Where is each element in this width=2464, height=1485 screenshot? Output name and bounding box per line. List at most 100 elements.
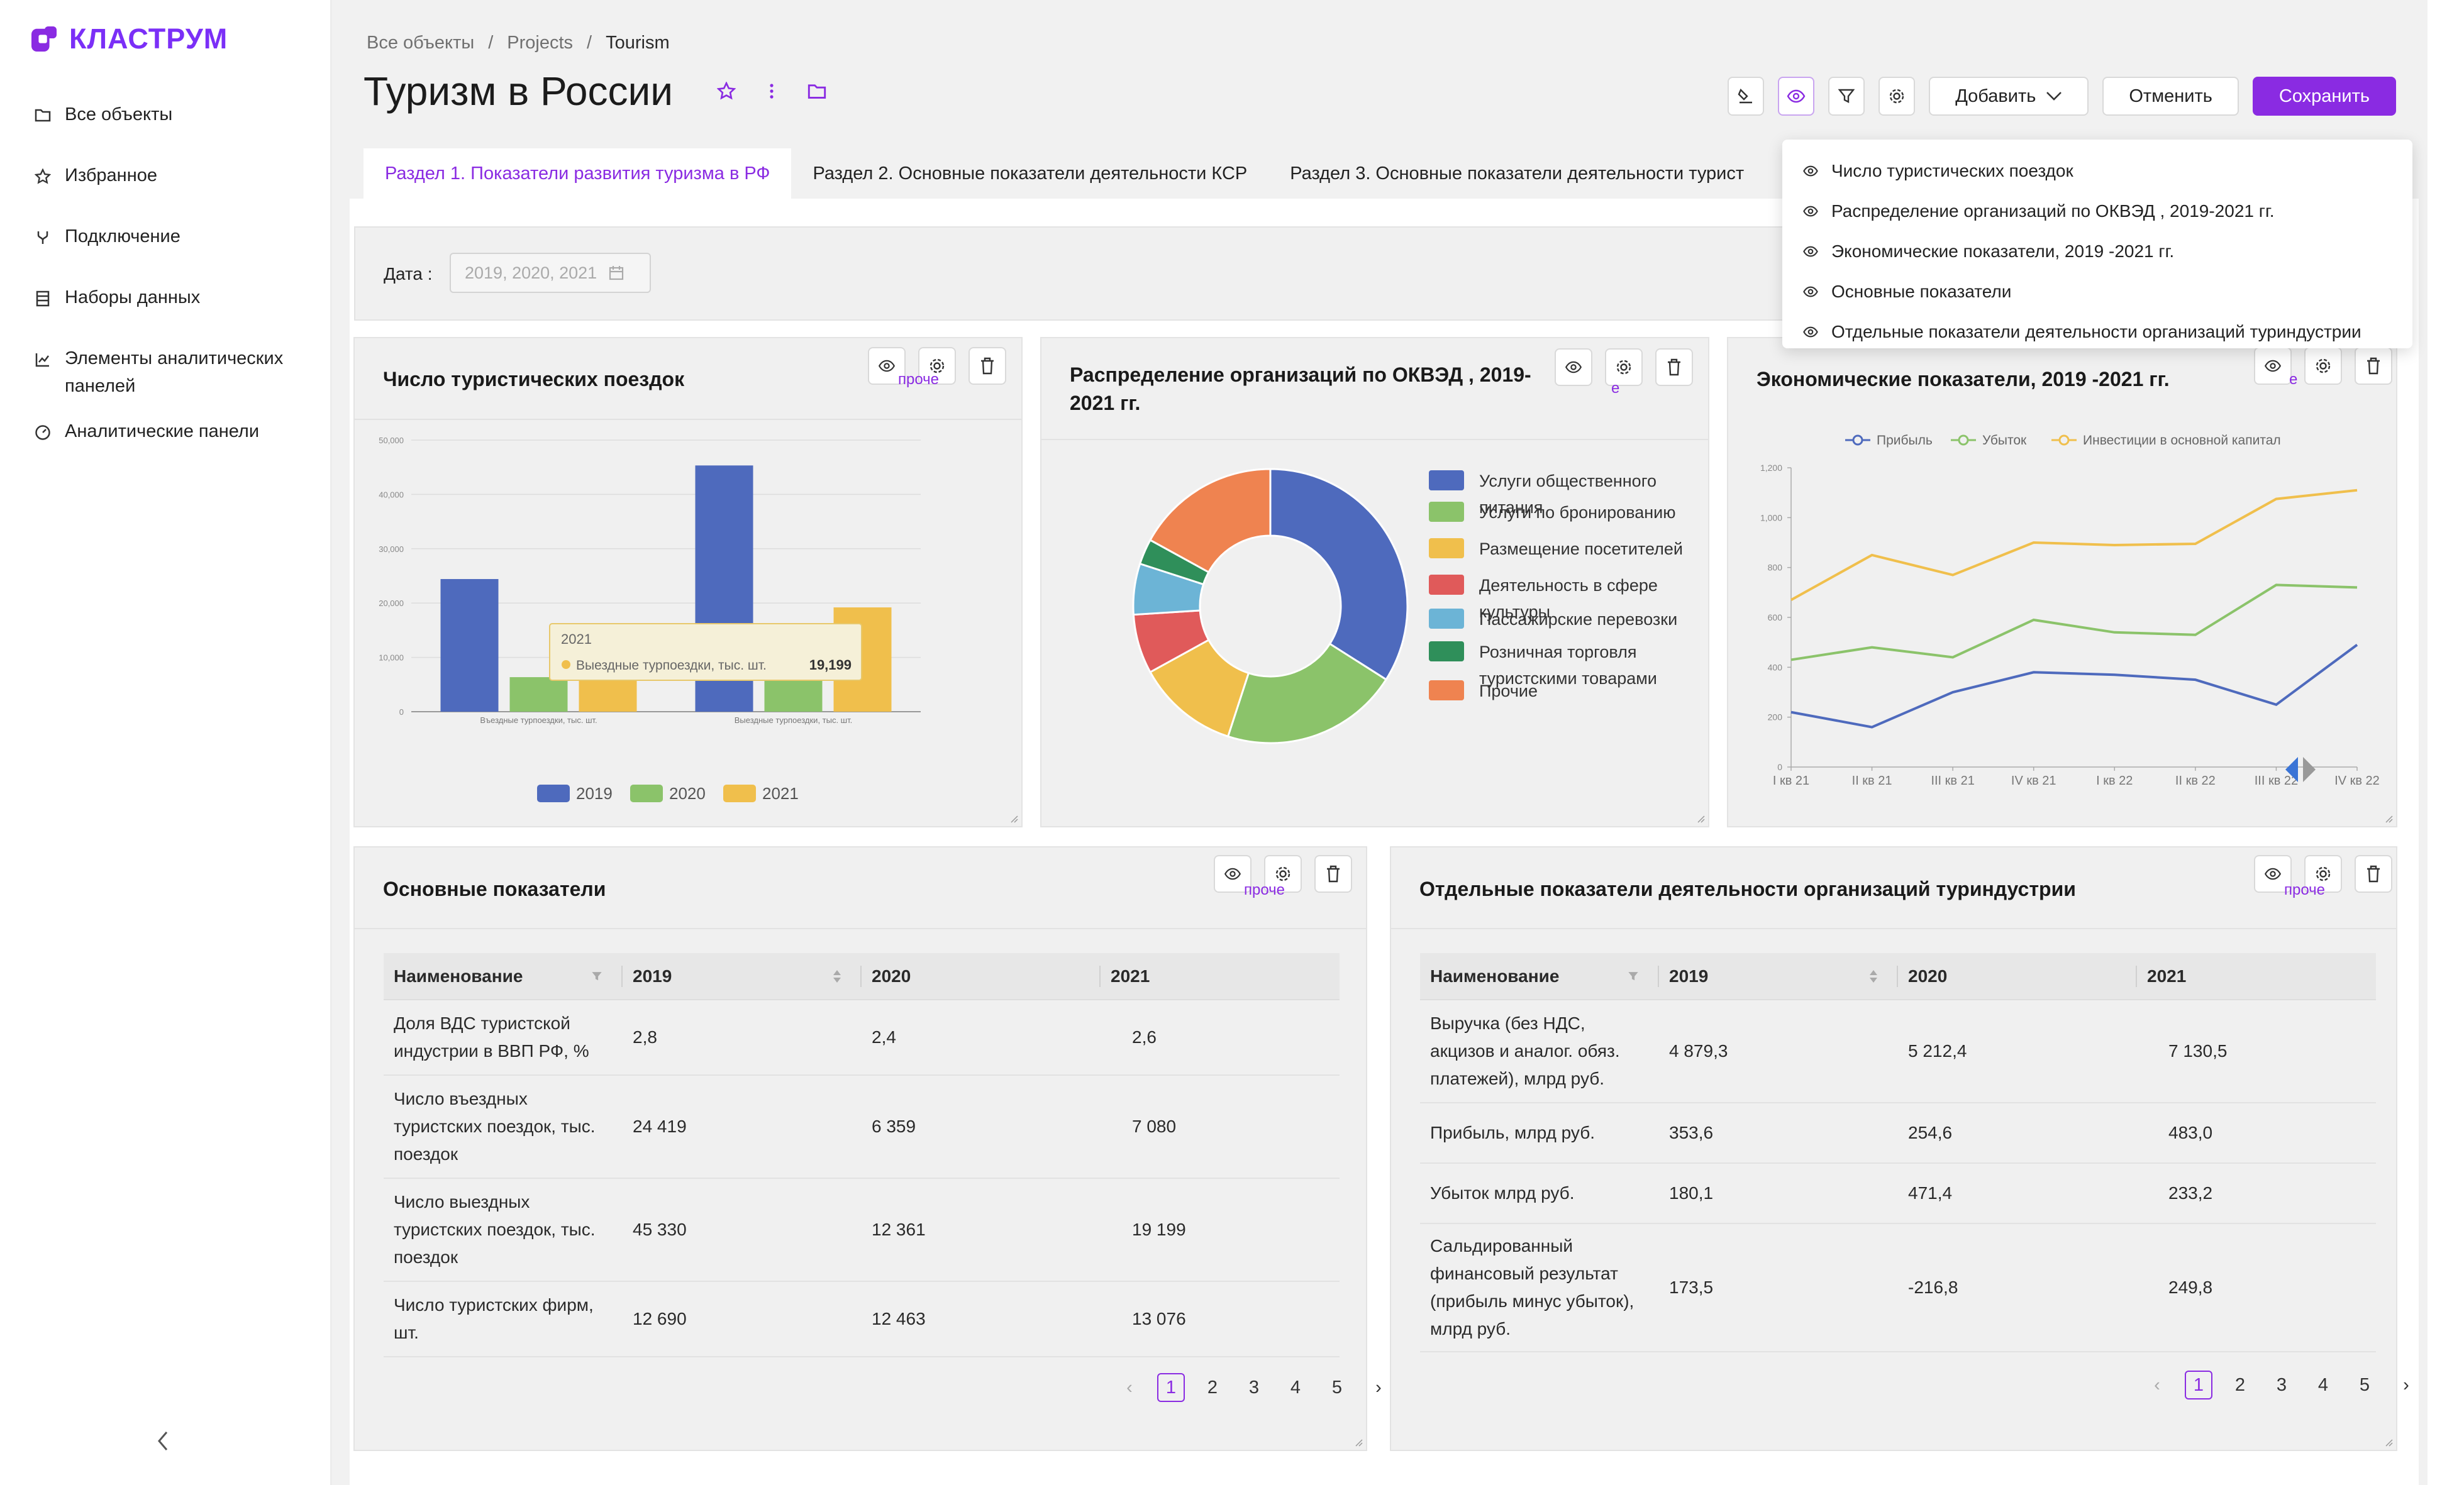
clear-style-button[interactable] bbox=[1728, 77, 1765, 116]
column-header-2021[interactable]: 2021 bbox=[1101, 953, 1340, 1000]
panel-visibility-button[interactable] bbox=[2254, 347, 2292, 385]
filter-button[interactable] bbox=[1828, 77, 1865, 116]
column-header-2019[interactable]: 2019 bbox=[1659, 953, 1898, 1000]
table-row[interactable]: Число въездных туристских поездок, тыс. … bbox=[384, 1075, 1340, 1179]
panel-delete-button[interactable] bbox=[2355, 855, 2392, 893]
panel-delete-button[interactable] bbox=[2355, 347, 2392, 385]
pagination-page-1[interactable]: 1 bbox=[1157, 1373, 1185, 1402]
panel-settings-button[interactable] bbox=[1264, 855, 1302, 893]
pagination-page-4[interactable]: 4 bbox=[1290, 1377, 1301, 1398]
pagination-page-3[interactable]: 3 bbox=[1248, 1377, 1260, 1398]
scroll-left-icon[interactable] bbox=[2284, 756, 2299, 783]
column-header-2020[interactable]: 2020 bbox=[862, 953, 1101, 1000]
dropdown-item[interactable]: Основные показатели bbox=[1782, 272, 2412, 312]
panel-delete-button[interactable] bbox=[1314, 855, 1352, 893]
visibility-button[interactable] bbox=[1778, 77, 1815, 116]
panel-visibility-button[interactable] bbox=[2254, 855, 2292, 893]
dropdown-item[interactable]: Экономические показатели, 2019 -2021 гг. bbox=[1782, 231, 2412, 272]
date-filter-input[interactable]: 2019, 2020, 2021 bbox=[450, 253, 651, 293]
breadcrumb-projects[interactable]: Projects bbox=[507, 33, 574, 53]
save-button[interactable]: Сохранить bbox=[2252, 77, 2396, 116]
logo[interactable]: КЛАСТРУМ bbox=[31, 23, 228, 55]
table-cell-name: Сальдированный финансовый результат (при… bbox=[1420, 1223, 1659, 1352]
tooltip-year: 2021 bbox=[561, 631, 592, 647]
dropdown-item[interactable]: Распределение организаций по ОКВЭД , 201… bbox=[1782, 191, 2412, 231]
panel-settings-button[interactable] bbox=[2304, 347, 2342, 385]
pagination: ‹ 1 2 3 4 5 › bbox=[2143, 1371, 2420, 1399]
cancel-button[interactable]: Отменить bbox=[2102, 77, 2239, 116]
table-row[interactable]: Сальдированный финансовый результат (при… bbox=[1420, 1223, 2376, 1352]
y-tick-label: 0 bbox=[1777, 762, 1782, 772]
sidebar-item-dashboards[interactable]: Аналитические панели bbox=[35, 417, 330, 445]
resize-handle-icon[interactable] bbox=[1009, 814, 1019, 824]
tooltip-marker bbox=[562, 660, 570, 669]
sidebar-item-datasets[interactable]: Наборы данных bbox=[35, 284, 330, 311]
table-row[interactable]: Число туристских фирм, шт. 12 690 12 463 13… bbox=[384, 1281, 1340, 1357]
panel-visibility-button[interactable] bbox=[1555, 348, 1592, 386]
panel-visibility-button[interactable] bbox=[1214, 855, 1251, 893]
resize-handle-icon[interactable] bbox=[2384, 1437, 2394, 1447]
resize-handle-icon[interactable] bbox=[2384, 814, 2394, 824]
column-header-2019[interactable]: 2019 bbox=[623, 953, 862, 1000]
sort-icon[interactable] bbox=[1869, 969, 1878, 984]
favorite-star-icon[interactable] bbox=[717, 82, 736, 101]
dropdown-item[interactable]: Отдельные показатели деятельности органи… bbox=[1782, 312, 2412, 352]
table-cell-value: 249,8 bbox=[2137, 1223, 2376, 1352]
sidebar-item-favorites[interactable]: Избранное bbox=[35, 162, 330, 189]
pagination-page-5[interactable]: 5 bbox=[2359, 1374, 2370, 1395]
scroll-right-icon[interactable] bbox=[2302, 756, 2317, 783]
y-tick-label: 30,000 bbox=[379, 544, 404, 554]
resize-handle-icon[interactable] bbox=[1695, 814, 1706, 824]
table-row[interactable]: Число выездных туристских поездок, тыс. … bbox=[384, 1178, 1340, 1282]
legend-label: 2021 bbox=[762, 784, 799, 803]
panel-settings-button[interactable] bbox=[918, 347, 956, 385]
x-tick-label: I кв 22 bbox=[2096, 774, 2133, 788]
dropdown-item[interactable]: Число туристических поездок bbox=[1782, 151, 2412, 191]
y-tick-label: 600 bbox=[1768, 612, 1783, 622]
panel-delete-button[interactable] bbox=[1655, 348, 1693, 386]
tab-section-2[interactable]: Раздел 2. Основные показатели деятельнос… bbox=[813, 163, 1248, 184]
pagination-page-1[interactable]: 1 bbox=[2185, 1371, 2212, 1399]
add-button[interactable]: Добавить bbox=[1929, 77, 2089, 116]
filter-icon[interactable] bbox=[1628, 971, 1639, 982]
filter-icon[interactable] bbox=[591, 971, 602, 982]
panel-settings-button[interactable] bbox=[1605, 348, 1643, 386]
sidebar-item-connection[interactable]: Подключение bbox=[35, 223, 330, 250]
pagination-page-3[interactable]: 3 bbox=[2276, 1374, 2287, 1395]
panel-settings-button[interactable] bbox=[2304, 855, 2342, 893]
pagination-prev[interactable]: ‹ bbox=[1126, 1377, 1133, 1398]
column-header-name[interactable]: Наименование bbox=[384, 953, 623, 1000]
table-row[interactable]: Убыток млрд руб. 180,1 471,4 233,2 bbox=[1420, 1163, 2376, 1224]
table-row[interactable]: Выручка (без НДС, акцизов и аналог. обяз… bbox=[1420, 1000, 2376, 1103]
column-header-2021[interactable]: 2021 bbox=[2137, 953, 2376, 1000]
sidebar-item-all-objects[interactable]: Все объекты bbox=[35, 101, 330, 128]
panel-visibility-button[interactable] bbox=[868, 347, 906, 385]
settings-button[interactable] bbox=[1879, 77, 1916, 116]
pagination-page-4[interactable]: 4 bbox=[2317, 1374, 2329, 1395]
table-row[interactable]: Доля ВДС туристской индустрии в ВВП РФ, … bbox=[384, 1000, 1340, 1076]
sidebar-item-panel-elements[interactable]: Элементы аналитических панелей bbox=[35, 345, 330, 400]
resize-handle-icon[interactable] bbox=[1353, 1437, 1363, 1447]
gear-icon bbox=[930, 358, 945, 373]
more-vertical-icon[interactable] bbox=[769, 82, 775, 101]
pagination-next[interactable]: › bbox=[1375, 1377, 1382, 1398]
collapse-sidebar-icon[interactable] bbox=[154, 1428, 173, 1454]
pagination-next[interactable]: › bbox=[2403, 1374, 2409, 1395]
table-row[interactable]: Прибыль, млрд руб. 353,6 254,6 483,0 bbox=[1420, 1103, 2376, 1164]
folder-icon[interactable] bbox=[807, 82, 826, 100]
column-header-name[interactable]: Наименование bbox=[1420, 953, 1659, 1000]
tab-section-3[interactable]: Раздел 3. Основные показатели деятельнос… bbox=[1290, 163, 1745, 184]
pagination-page-5[interactable]: 5 bbox=[1331, 1377, 1343, 1398]
breadcrumb-root[interactable]: Все объекты bbox=[367, 33, 475, 53]
table-cell-name: Прибыль, млрд руб. bbox=[1420, 1103, 1659, 1164]
sort-icon[interactable] bbox=[833, 969, 841, 984]
tab-section-1[interactable]: Раздел 1. Показатели развития туризма в … bbox=[363, 148, 792, 199]
eye-icon bbox=[1803, 326, 1818, 338]
column-header-2020[interactable]: 2020 bbox=[1898, 953, 2137, 1000]
pagination-page-2[interactable]: 2 bbox=[2234, 1374, 2246, 1395]
gear-icon bbox=[1616, 360, 1631, 375]
pagination-prev[interactable]: ‹ bbox=[2154, 1374, 2160, 1395]
table-cell-name: Число въездных туристских поездок, тыс. … bbox=[384, 1075, 623, 1179]
pagination-page-2[interactable]: 2 bbox=[1207, 1377, 1218, 1398]
panel-delete-button[interactable] bbox=[968, 347, 1006, 385]
